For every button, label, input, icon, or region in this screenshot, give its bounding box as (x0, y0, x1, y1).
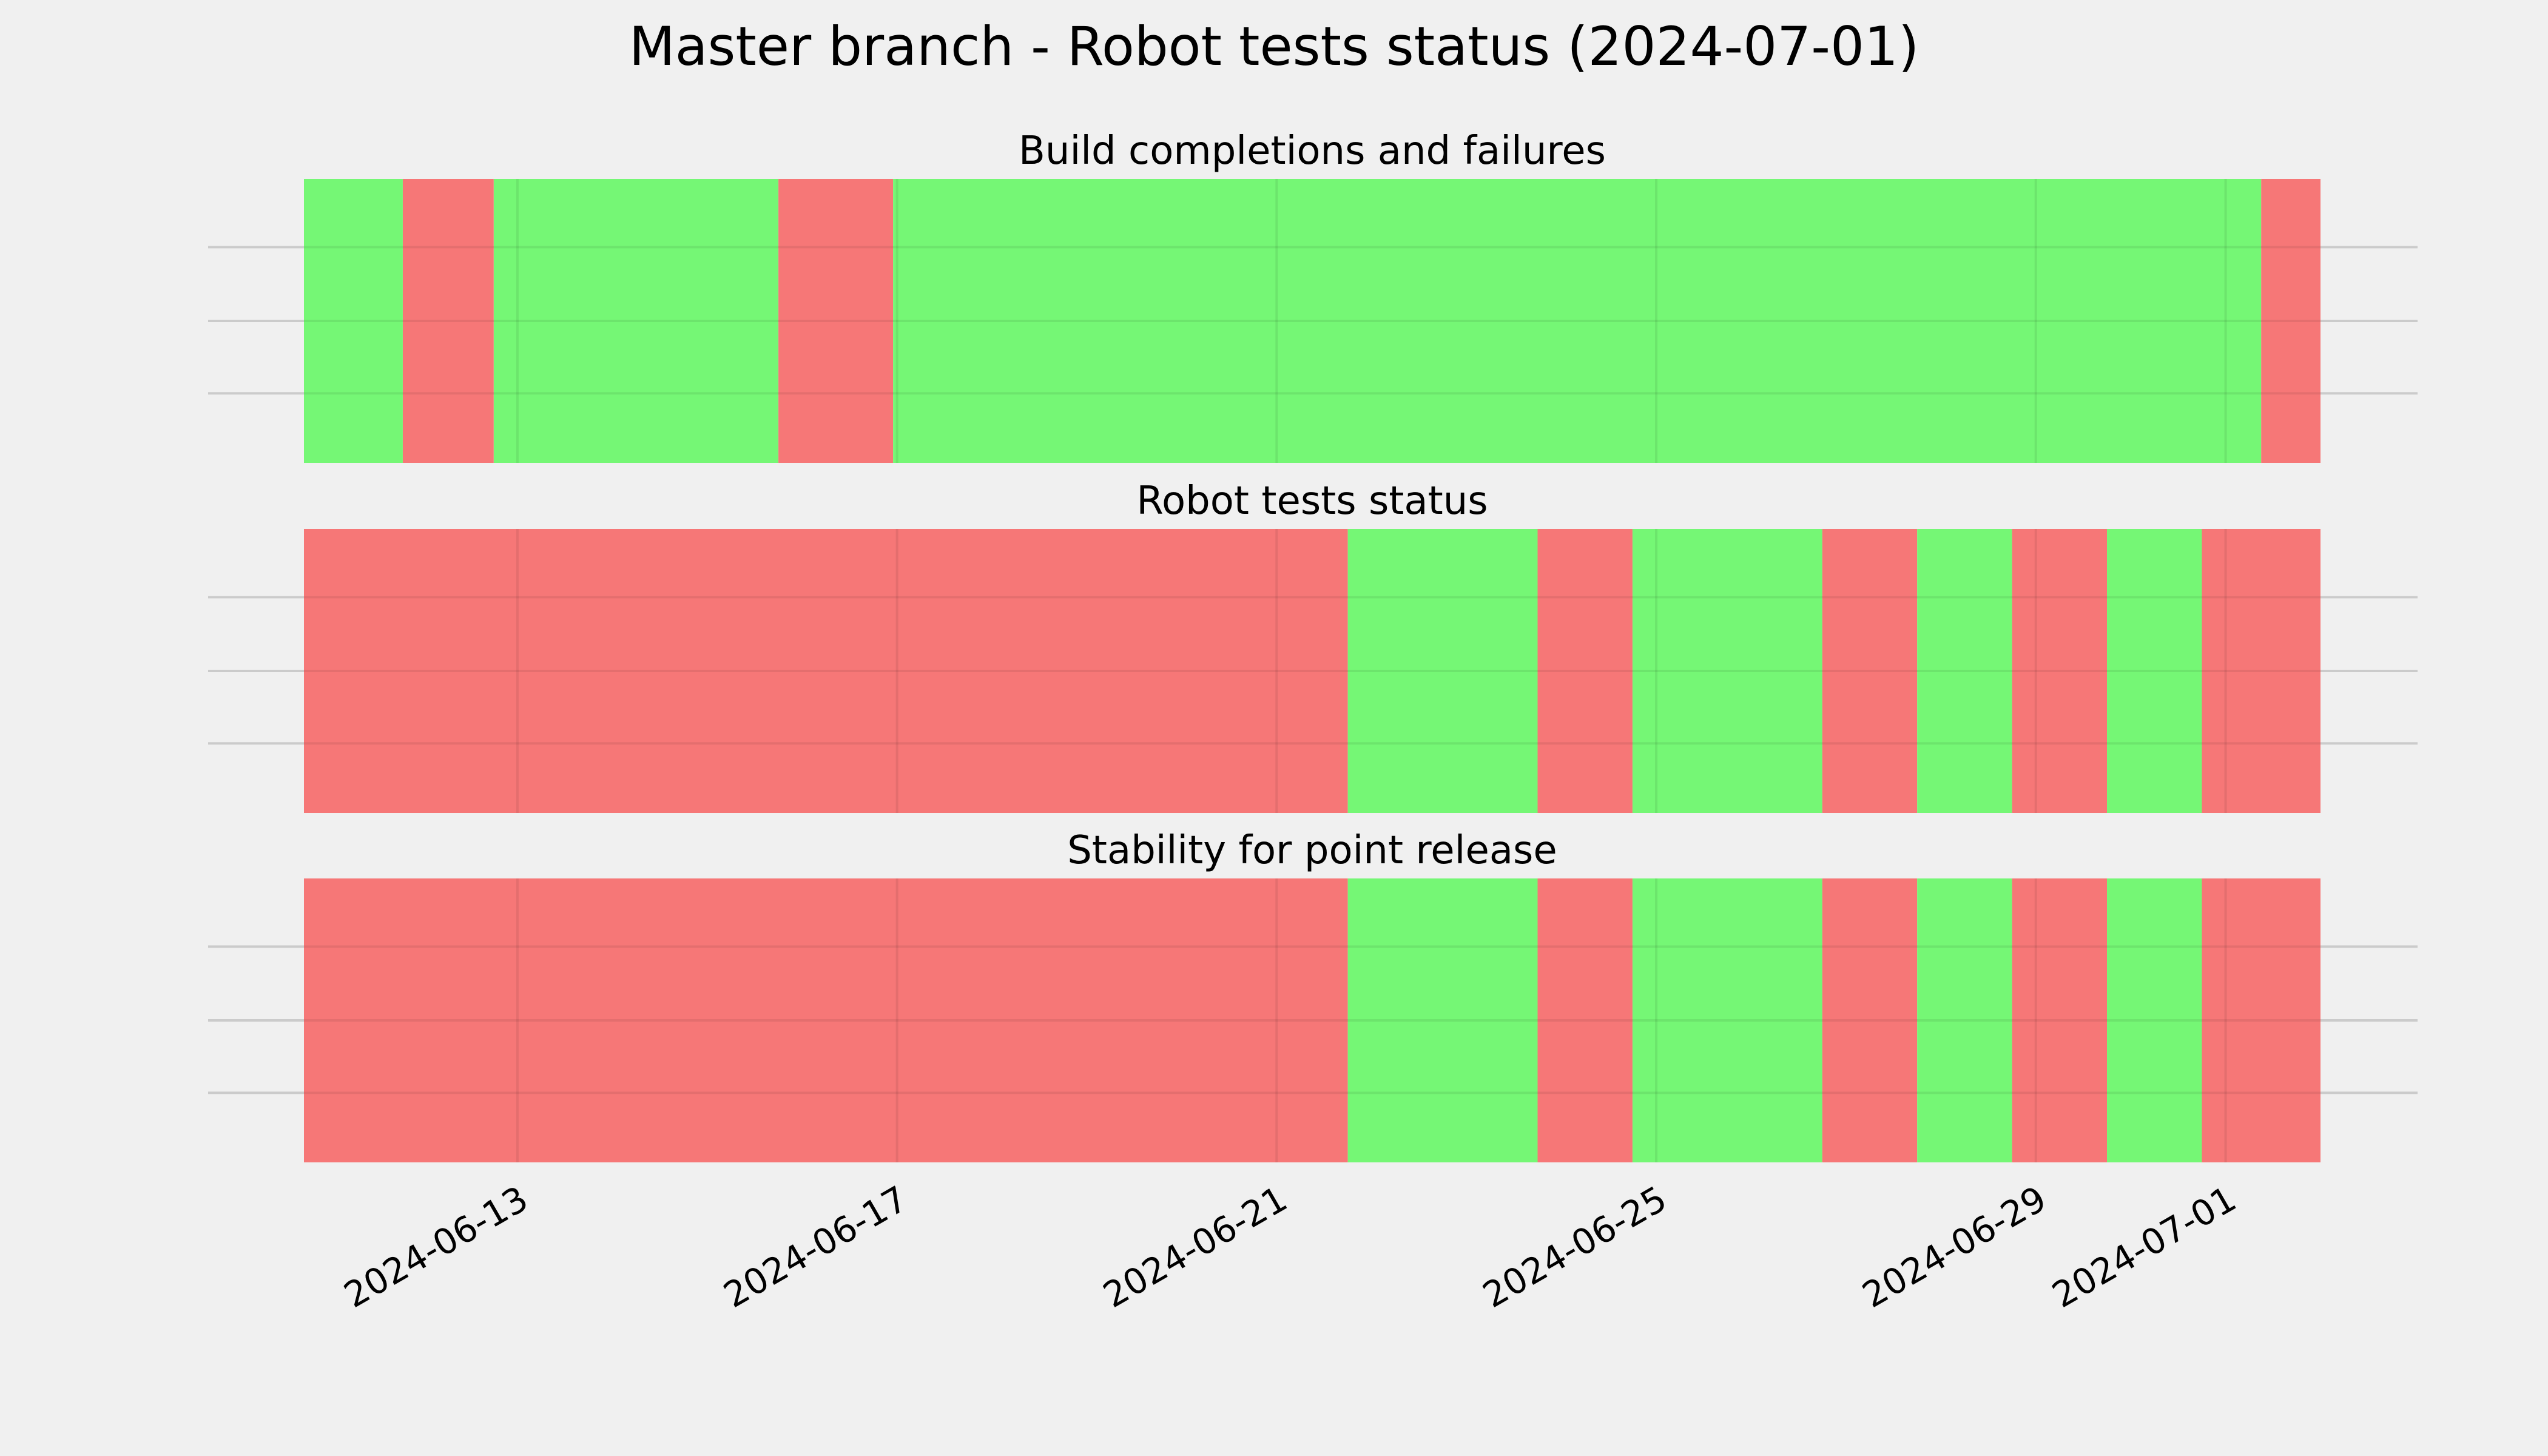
segment-pass (893, 179, 2262, 463)
segment-pass (2107, 529, 2202, 813)
segment-pass (2107, 878, 2202, 1162)
panels: Build completions and failures Robot test… (208, 129, 2418, 1162)
panel-3: Stability for point release (208, 828, 2418, 1162)
panel-2: Robot tests status (208, 479, 2418, 813)
segment-fail (2202, 878, 2320, 1162)
segment-pass (1347, 878, 1538, 1162)
panel-title: Stability for point release (1067, 828, 1557, 873)
segment-fail (304, 529, 1348, 813)
segment-fail (1822, 529, 1918, 813)
segment-pass (1632, 529, 1822, 813)
segment-pass (304, 179, 403, 463)
segment-fail (1537, 529, 1633, 813)
panel-title: Build completions and failures (1019, 129, 1606, 174)
figure-title: Master branch - Robot tests status (2024… (629, 15, 1919, 78)
panel-title: Robot tests status (1136, 479, 1488, 524)
segment-pass (1347, 529, 1538, 813)
segment-pass (493, 179, 779, 463)
segment-fail (2012, 878, 2108, 1162)
segment-fail (2261, 179, 2320, 463)
segment-fail (402, 179, 494, 463)
segment-fail (304, 878, 1348, 1162)
segment-pass (1632, 878, 1822, 1162)
segment-pass (1917, 878, 2012, 1162)
segment-fail (1537, 878, 1633, 1162)
segment-fail (1822, 878, 1918, 1162)
panel-1: Build completions and failures (208, 129, 2418, 463)
segment-pass (1917, 529, 2012, 813)
segment-fail (778, 179, 894, 463)
segment-fail (2012, 529, 2108, 813)
segment-fail (2202, 529, 2320, 813)
